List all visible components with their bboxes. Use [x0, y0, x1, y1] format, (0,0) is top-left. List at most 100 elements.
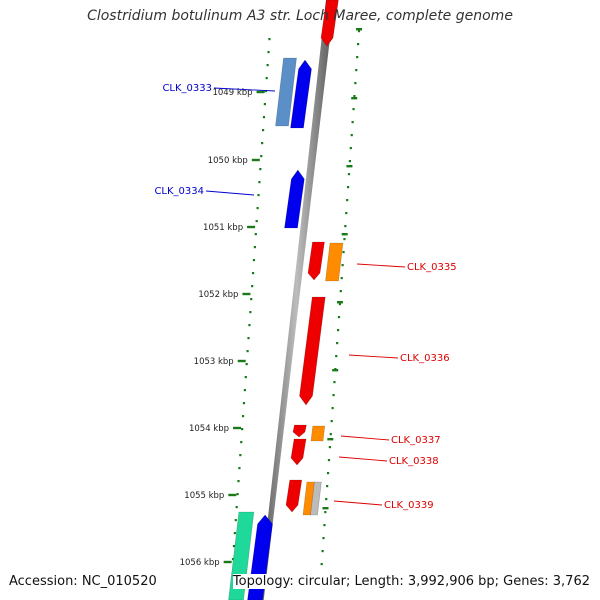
ruler-dot-right: [342, 251, 345, 254]
ruler-dot-right: [339, 290, 342, 293]
ruler-dot-left: [238, 467, 241, 470]
topology-text: Topology: circular; Length: 3,992,906 bp…: [232, 574, 590, 589]
gene-label-leader: [338, 456, 388, 462]
ruler-dot-left: [258, 181, 261, 184]
ruler-dot-left: [242, 402, 246, 405]
ruler-dot-right: [346, 186, 350, 189]
gene-feature-top-red[interactable]: [320, 0, 339, 47]
kbp-tick-label: 1049 kbp: [212, 88, 252, 98]
kbp-tick-mark: [228, 493, 237, 497]
gene-feature-clk-0339-red[interactable]: [285, 479, 303, 513]
ruler-dot-right: [338, 303, 341, 306]
backbone-line: [258, 0, 335, 600]
ruler-dot-left: [239, 454, 242, 457]
ruler-dot-right: [345, 212, 348, 215]
kbp-tick-label: 1052 kbp: [198, 290, 238, 300]
ruler-dot-right: [324, 511, 327, 514]
ruler-dash-right: [332, 369, 339, 372]
kbp-tick-label: 1053 kbp: [194, 357, 234, 367]
ruler-dot-right: [326, 485, 329, 488]
kbp-tick-label: 1054 kbp: [189, 424, 229, 434]
ruler-dot-right: [340, 277, 343, 280]
ruler-dot-right: [325, 498, 328, 501]
kbp-tick-label: 1050 kbp: [208, 156, 248, 166]
ruler-dot-left: [241, 428, 244, 431]
ruler-dot-left: [245, 363, 248, 366]
ruler-dot-left: [255, 220, 258, 223]
kbp-tick-mark: [237, 359, 246, 363]
ruler-dot-right: [348, 160, 351, 163]
gene-label[interactable]: CLK_0335: [407, 262, 457, 273]
gene-label[interactable]: CLK_0338: [389, 456, 439, 467]
gene-label[interactable]: CLK_0334: [154, 186, 204, 197]
ruler-dot-left: [247, 337, 250, 340]
ruler-dot-right: [327, 459, 331, 462]
gene-label[interactable]: CLK_0333: [162, 83, 212, 94]
gene-feature-clk-0335-orange[interactable]: [325, 242, 344, 282]
kbp-tick-mark: [242, 292, 251, 296]
ruler-dash-right: [327, 438, 334, 441]
ruler-dot-left: [252, 259, 256, 262]
gene-label-leader: [205, 190, 255, 196]
ruler-dot-right: [333, 381, 336, 384]
ruler-dot-right: [335, 355, 338, 358]
gene-label[interactable]: CLK_0337: [391, 435, 441, 446]
ruler-dot-left: [237, 480, 240, 483]
gene-feature-clk-0333-arrow[interactable]: [290, 59, 312, 129]
map-title: Clostridium botulinum A3 str. Loch Maree…: [87, 8, 513, 24]
ruler-dot-left: [263, 103, 266, 106]
ruler-dot-right: [357, 30, 361, 33]
gene-feature-clk-0334-arrow[interactable]: [284, 169, 305, 229]
kbp-tick-mark: [223, 560, 232, 564]
ruler-dot-right: [329, 433, 332, 436]
gene-feature-clk-0338-red[interactable]: [290, 438, 307, 466]
gene-feature-clk-0339-grey[interactable]: [310, 481, 322, 516]
ruler-dots: [231, 28, 363, 566]
gene-label-leader: [340, 435, 390, 441]
gene-feature-clk-0337-red[interactable]: [292, 424, 307, 438]
gene-label[interactable]: CLK_0339: [384, 500, 434, 511]
ruler-dot-left: [261, 129, 265, 132]
gene-label-leader: [333, 500, 383, 506]
backbone: [258, 0, 335, 600]
ruler-dot-right: [320, 563, 323, 566]
ruler-dot-left: [256, 207, 259, 210]
ruler-dot-right: [337, 316, 341, 319]
kbp-tick-mark: [247, 225, 256, 229]
kbp-ticks: 1049 kbp 1050 kbp 1051 kbp 1052 kbp 1053 kbp…: [180, 88, 265, 568]
gene-label-leader: [213, 87, 276, 92]
ruler-dot-left: [251, 285, 254, 288]
ruler-dot-left: [243, 389, 246, 392]
ruler-dot-left: [236, 493, 239, 496]
ruler-dot-right: [351, 121, 354, 124]
ruler-dot-left: [233, 532, 236, 535]
gene-feature-clk-0333-left-block[interactable]: [275, 57, 297, 127]
ruler-dot-right: [350, 134, 353, 137]
ruler-dot-right: [328, 446, 331, 449]
gene-label-leader: [348, 354, 399, 359]
ruler-dash-right: [322, 507, 329, 510]
gene-label[interactable]: CLK_0336: [400, 353, 450, 364]
ruler-dot-right: [356, 56, 359, 59]
ruler-dot-right: [349, 147, 352, 150]
ruler-dot-right: [352, 108, 355, 111]
kbp-tick-mark: [233, 426, 242, 430]
kbp-tick-label: 1051 kbp: [203, 223, 243, 233]
ruler-dot-left: [232, 545, 236, 548]
ruler-dot-left: [260, 155, 263, 158]
ruler-dot-right: [343, 238, 346, 241]
ruler-dot-left: [267, 51, 270, 54]
gene-feature-clk-0335-red[interactable]: [307, 241, 325, 281]
gene-feature-clk-0336-red[interactable]: [299, 296, 326, 406]
ruler-dot-left: [246, 350, 249, 353]
ruler-dot-left: [235, 506, 238, 509]
ruler-dot-right: [353, 95, 356, 98]
gene-labels: CLK_0333 CLK_0334 CLK_0335 CLK_0336 CLK_0337…: [154, 83, 456, 511]
ruler-dot-right: [331, 407, 334, 410]
ruler-dot-right: [321, 550, 324, 553]
ruler-dot-left: [250, 298, 253, 301]
ruler-dot-left: [240, 441, 243, 444]
ruler-dot-right: [347, 173, 351, 176]
gene-feature-clk-0337-orange[interactable]: [310, 425, 326, 442]
